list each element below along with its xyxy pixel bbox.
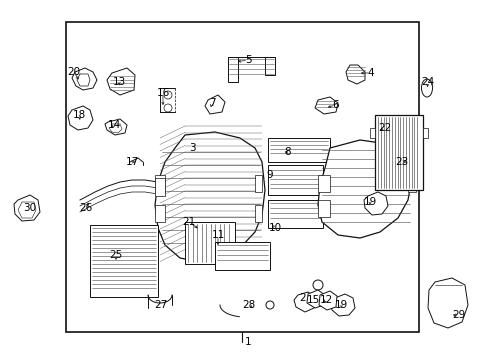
Text: 1: 1 <box>245 337 251 347</box>
Text: 25: 25 <box>109 250 122 260</box>
Polygon shape <box>205 95 225 114</box>
Polygon shape <box>408 175 416 192</box>
Circle shape <box>75 113 85 123</box>
Circle shape <box>164 104 172 112</box>
Polygon shape <box>318 175 330 192</box>
Text: 22: 22 <box>378 123 392 133</box>
Polygon shape <box>423 128 428 138</box>
Polygon shape <box>155 175 165 192</box>
Polygon shape <box>72 68 97 90</box>
Bar <box>185 222 235 264</box>
Text: 19: 19 <box>364 197 377 207</box>
Bar <box>375 115 423 190</box>
Polygon shape <box>255 205 262 222</box>
Polygon shape <box>155 178 165 196</box>
Polygon shape <box>307 290 325 308</box>
Text: 15: 15 <box>306 295 319 305</box>
Polygon shape <box>14 195 40 221</box>
Text: 27: 27 <box>154 300 168 310</box>
Text: 9: 9 <box>267 170 273 180</box>
Polygon shape <box>155 132 265 262</box>
Text: 11: 11 <box>211 230 224 240</box>
Ellipse shape <box>401 153 409 163</box>
Bar <box>268 165 323 195</box>
Polygon shape <box>228 57 238 82</box>
Text: 3: 3 <box>189 143 196 153</box>
Text: 5: 5 <box>245 55 251 65</box>
Circle shape <box>189 142 195 148</box>
Text: 19: 19 <box>334 300 347 310</box>
Bar <box>268 138 330 162</box>
Circle shape <box>77 116 82 121</box>
Text: 18: 18 <box>73 110 86 120</box>
Circle shape <box>372 200 380 208</box>
Text: 14: 14 <box>107 120 121 130</box>
Ellipse shape <box>399 151 411 173</box>
Text: 21: 21 <box>182 217 196 227</box>
Text: 30: 30 <box>24 203 37 213</box>
Text: 6: 6 <box>333 100 339 110</box>
Circle shape <box>164 91 172 99</box>
Text: 28: 28 <box>243 300 256 310</box>
Circle shape <box>443 300 453 310</box>
Polygon shape <box>318 200 330 217</box>
Polygon shape <box>107 68 135 95</box>
Text: 12: 12 <box>319 295 333 305</box>
Bar <box>90 225 158 297</box>
Polygon shape <box>318 140 412 238</box>
Polygon shape <box>364 192 388 215</box>
Polygon shape <box>294 292 315 312</box>
Circle shape <box>340 302 346 310</box>
Text: 13: 13 <box>112 77 125 87</box>
Text: 26: 26 <box>79 203 93 213</box>
Polygon shape <box>68 106 93 130</box>
Bar <box>66 22 419 332</box>
Circle shape <box>313 280 323 290</box>
Polygon shape <box>346 65 365 84</box>
Polygon shape <box>265 57 275 75</box>
Polygon shape <box>370 128 375 138</box>
Circle shape <box>438 295 458 315</box>
Text: 29: 29 <box>452 310 466 320</box>
Polygon shape <box>319 291 337 310</box>
Text: 2: 2 <box>300 293 306 303</box>
Circle shape <box>302 299 308 305</box>
Text: 7: 7 <box>209 98 215 108</box>
Text: 20: 20 <box>68 67 80 77</box>
Polygon shape <box>315 97 338 114</box>
Polygon shape <box>105 119 127 135</box>
Bar <box>268 200 323 228</box>
Polygon shape <box>255 175 262 192</box>
Bar <box>215 242 270 270</box>
Polygon shape <box>428 278 468 328</box>
Circle shape <box>266 301 274 309</box>
Text: 24: 24 <box>421 77 435 87</box>
Text: 10: 10 <box>269 223 282 233</box>
Circle shape <box>187 140 197 150</box>
Text: 8: 8 <box>285 147 292 157</box>
Text: 4: 4 <box>368 68 374 78</box>
Text: 16: 16 <box>156 88 170 98</box>
Text: 23: 23 <box>395 157 409 167</box>
Ellipse shape <box>421 79 433 97</box>
Text: 17: 17 <box>125 157 139 167</box>
Polygon shape <box>330 294 355 316</box>
Polygon shape <box>155 205 165 222</box>
Circle shape <box>80 77 88 84</box>
